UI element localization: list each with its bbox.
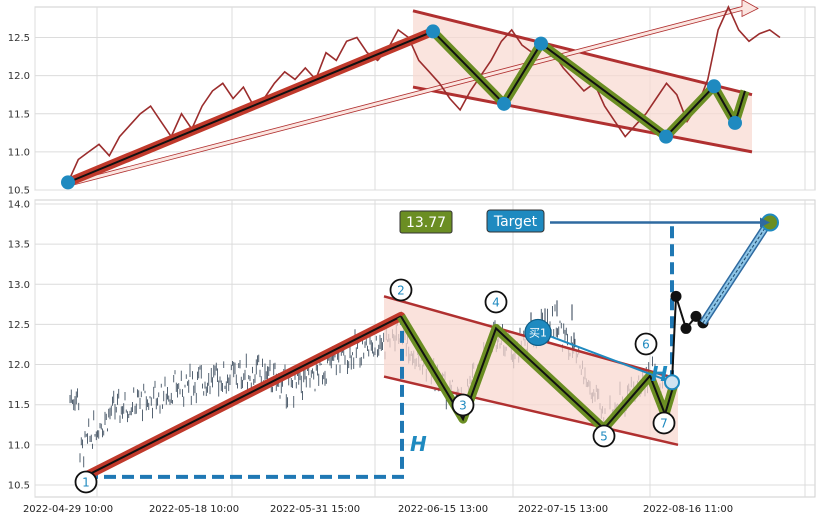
x-tick-label: 2022-06-15 13:00 bbox=[398, 504, 488, 515]
pivot-number-circle bbox=[451, 393, 475, 417]
height-label-right: H bbox=[651, 362, 668, 386]
post-breakout-dot bbox=[680, 322, 692, 334]
pivot-marker bbox=[426, 24, 440, 39]
y-tick-label: 12.5 bbox=[8, 33, 30, 44]
y-tick-label: 12.5 bbox=[8, 320, 30, 331]
breakout-marker bbox=[664, 374, 680, 391]
y-tick-label: 11.0 bbox=[8, 440, 30, 451]
breakout-line bbox=[539, 331, 673, 384]
channel-fill bbox=[413, 10, 752, 152]
height-label-left: H bbox=[410, 432, 427, 456]
y-tick-label: 12.0 bbox=[8, 360, 30, 371]
channel-upper-line bbox=[412, 9, 753, 97]
pivot-marker bbox=[728, 115, 742, 130]
pivot-marker bbox=[497, 96, 511, 111]
pivot-number-circle bbox=[634, 332, 658, 356]
target-box-label: Target bbox=[493, 214, 538, 230]
y-tick-label: 11.0 bbox=[8, 147, 30, 158]
post-breakout-dot bbox=[690, 310, 702, 322]
pivot-marker bbox=[534, 36, 548, 51]
pivot-number-label: 4 bbox=[492, 296, 500, 310]
pivot-number-circle bbox=[484, 290, 508, 314]
channel-lower-line bbox=[383, 375, 679, 447]
y-tick-label: 13.5 bbox=[8, 240, 30, 251]
pivot-marker bbox=[61, 175, 75, 190]
trend-up-core bbox=[83, 315, 402, 478]
y-tick-label: 11.5 bbox=[8, 109, 30, 120]
y-tick-label: 12.0 bbox=[8, 71, 30, 82]
pivot-marker bbox=[707, 79, 721, 94]
projection-arrow bbox=[67, 0, 759, 187]
pivot-number-label: 5 bbox=[600, 430, 608, 444]
x-tick-label: 2022-08-16 11:00 bbox=[643, 504, 733, 515]
price-box-label: 13.77 bbox=[406, 215, 446, 231]
y-tick-label: 14.0 bbox=[8, 200, 30, 211]
buy-label: 买1 bbox=[529, 326, 547, 339]
pivot-number-circle bbox=[652, 411, 676, 435]
target-arrow-dash bbox=[702, 226, 767, 324]
channel-fill bbox=[384, 296, 678, 445]
trend-up-core bbox=[67, 30, 434, 184]
target-line-head bbox=[760, 217, 770, 228]
channel-lower-line bbox=[412, 85, 753, 154]
pivot-number-label: 6 bbox=[642, 338, 650, 352]
pivot-number-label: 2 bbox=[397, 284, 405, 298]
y-tick-label: 10.5 bbox=[8, 480, 30, 491]
height-dash-left bbox=[86, 316, 404, 479]
buy-marker bbox=[524, 318, 552, 347]
y-tick-label: 13.0 bbox=[8, 280, 30, 291]
price-line bbox=[67, 5, 781, 183]
pivot-number-label: 3 bbox=[459, 399, 467, 413]
x-tick-label: 2022-05-18 10:00 bbox=[149, 504, 239, 515]
pivot-number-circle bbox=[592, 424, 616, 448]
pivot-number-label: 1 bbox=[82, 476, 90, 490]
pivot-number-circle bbox=[74, 470, 98, 494]
x-tick-label: 2022-04-29 10:00 bbox=[23, 504, 113, 515]
post-breakout-dot bbox=[670, 290, 682, 302]
pivot-marker bbox=[659, 129, 673, 144]
x-tick-label: 2022-07-15 13:00 bbox=[518, 504, 608, 515]
price-box bbox=[399, 210, 453, 234]
x-tick-label: 2022-05-31 15:00 bbox=[270, 504, 360, 515]
pivot-number-circle bbox=[389, 278, 413, 302]
y-tick-label: 11.5 bbox=[8, 400, 30, 411]
pivot-number-label: 7 bbox=[660, 417, 668, 431]
y-tick-label: 10.5 bbox=[8, 186, 30, 197]
target-box bbox=[486, 209, 545, 233]
